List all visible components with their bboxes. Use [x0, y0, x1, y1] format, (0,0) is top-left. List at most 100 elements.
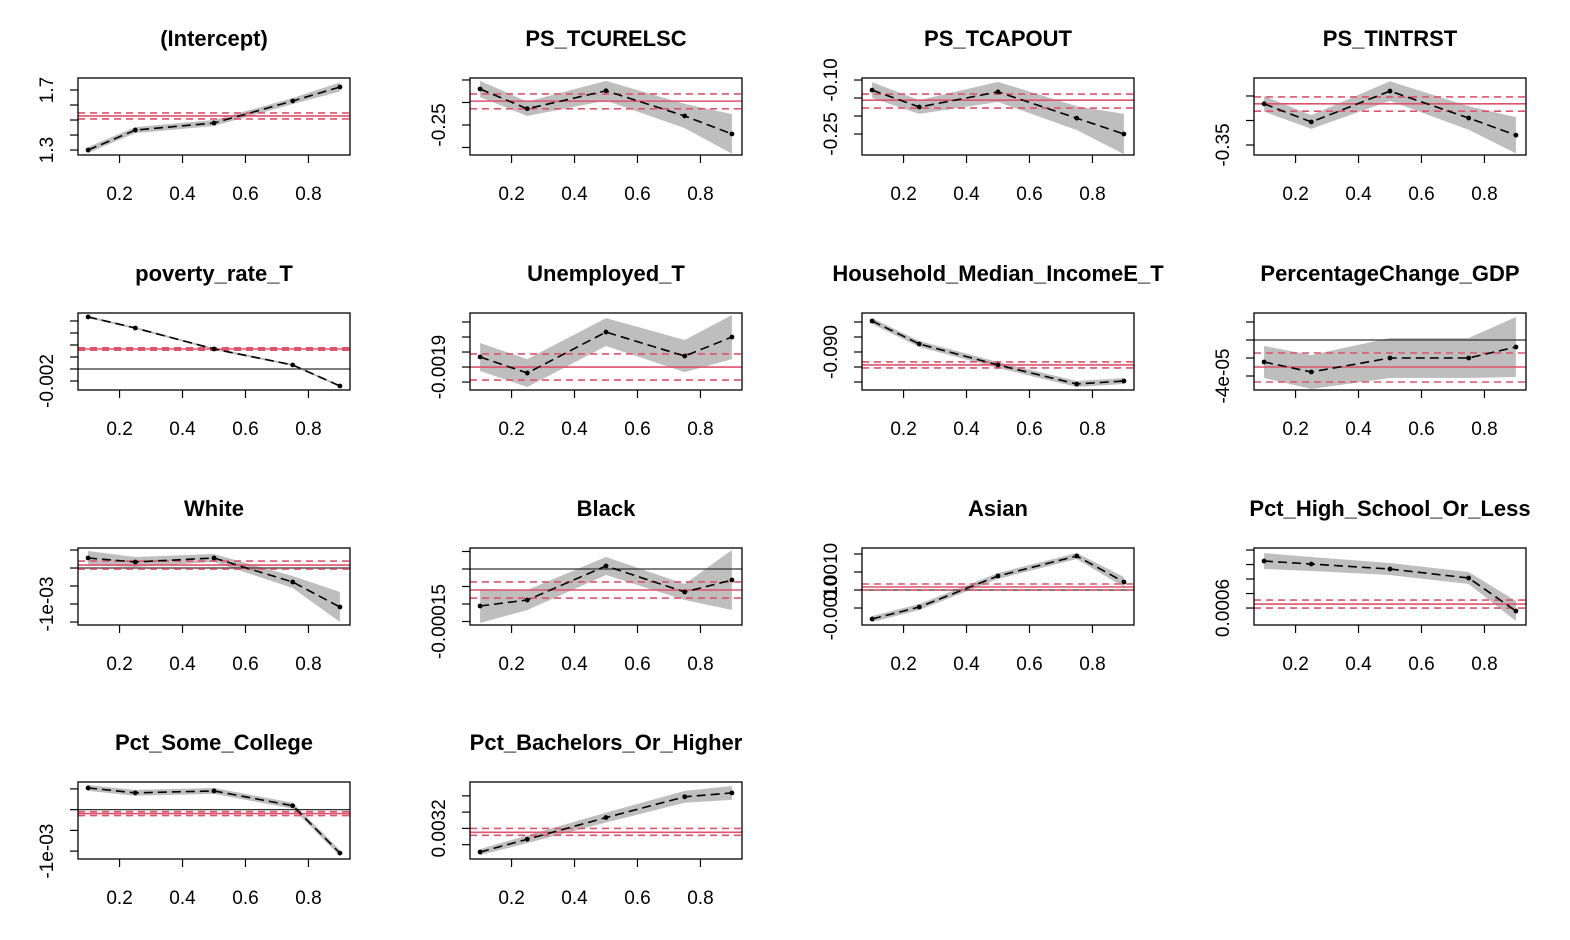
x-tick-label: 0.2 — [106, 654, 132, 675]
panel-title: poverty_rate_T — [135, 261, 293, 286]
y-tick-label: 0.0032 — [429, 799, 450, 857]
x-tick-label: 0.6 — [1016, 419, 1042, 440]
y-tick-label: -0.0019 — [429, 335, 450, 399]
quantile-point — [603, 88, 609, 94]
quantile-point — [524, 370, 530, 376]
y-tick-label: -0.35 — [1213, 123, 1234, 166]
quantile-point — [1387, 355, 1393, 361]
x-tick-label: 0.4 — [169, 654, 196, 675]
panel: (Intercept) 0.2 0.4 0.6 0.8 1.3 1.7 — [37, 26, 351, 205]
x-tick-label: 0.4 — [561, 654, 588, 675]
plot-frame — [77, 312, 351, 391]
quantile-point — [132, 127, 138, 133]
y-tick-label: -0.10 — [821, 58, 842, 101]
plot-frame — [1253, 312, 1527, 391]
quantile-point — [1387, 88, 1393, 94]
quantile-point — [85, 314, 91, 320]
quantile-point — [869, 616, 875, 622]
quantile-point — [729, 334, 735, 340]
quantile-point — [682, 794, 688, 800]
panel-title: PS_TINTRST — [1323, 26, 1458, 51]
ci-band — [480, 80, 732, 154]
quantile-point — [1074, 553, 1080, 559]
ci-band — [872, 318, 1124, 388]
x-tick-label: 0.4 — [1345, 184, 1372, 205]
quantile-point — [132, 790, 138, 796]
quantile-point — [524, 106, 530, 112]
panel: Household_Median_IncomeE_T 0.2 0.4 0.6 0.8 -0… — [821, 261, 1164, 440]
quantile-point — [869, 87, 875, 93]
quantile-point — [85, 785, 91, 791]
quantile-point — [1308, 369, 1314, 375]
y-tick-label: 0.0006 — [1213, 579, 1234, 637]
x-tick-label: 0.6 — [1408, 184, 1434, 205]
x-tick-label: 0.4 — [169, 184, 196, 205]
panel: Unemployed_T 0.2 0.4 0.6 0.8 -0.0019 — [429, 261, 743, 440]
y-tick-label: -0.00015 — [429, 584, 450, 659]
panel-title: Pct_Some_College — [115, 730, 313, 755]
y-tick-label: 0.0010 — [821, 543, 842, 601]
panel: PercentageChange_GDP 0.2 0.4 0.6 0.8 -4e-05 — [1213, 261, 1527, 440]
quantile-point — [916, 104, 922, 110]
x-tick-label: 0.2 — [106, 184, 132, 205]
x-tick-label: 0.2 — [890, 184, 916, 205]
quantile-point — [85, 147, 91, 153]
x-tick-label: 0.2 — [106, 888, 132, 909]
quantile-point — [1513, 608, 1519, 614]
panel: Pct_High_School_Or_Less 0.2 0.4 0.6 0.8 0.000… — [1213, 496, 1531, 675]
y-tick-label: 1.7 — [37, 77, 58, 103]
quantile-point — [1121, 378, 1127, 384]
quantile-line — [1263, 90, 1517, 136]
x-tick-label: 0.4 — [561, 888, 588, 909]
x-tick-label: 0.6 — [624, 419, 650, 440]
quantile-point — [132, 559, 138, 565]
quantile-point — [211, 120, 217, 126]
ci-band — [88, 315, 340, 387]
x-tick-label: 0.6 — [624, 184, 650, 205]
panel-title: White — [184, 496, 244, 521]
quantile-point — [477, 86, 483, 92]
y-tick-label: -0.002 — [37, 354, 58, 408]
panel-title: PercentageChange_GDP — [1260, 261, 1519, 286]
x-tick-label: 0.8 — [687, 888, 713, 909]
quantile-point — [85, 555, 91, 561]
quantile-point — [1308, 561, 1314, 567]
quantile-point — [524, 597, 530, 603]
x-tick-label: 0.4 — [953, 654, 980, 675]
plot-frame — [469, 77, 743, 156]
quantile-point — [337, 604, 343, 610]
quantile-point — [995, 573, 1001, 579]
quantile-point — [1466, 355, 1472, 361]
quantile-point — [1261, 101, 1267, 107]
x-tick-label: 0.8 — [687, 654, 713, 675]
ci-band — [480, 785, 732, 856]
x-tick-label: 0.4 — [169, 419, 196, 440]
quantile-point — [1074, 115, 1080, 121]
panel: Pct_Some_College 0.2 0.4 0.6 0.8 -1e-03 — [37, 730, 351, 909]
panel-title: Unemployed_T — [527, 261, 685, 286]
quantile-point — [1261, 558, 1267, 564]
y-tick-label: -0.0010 — [821, 576, 842, 640]
quantile-point — [337, 850, 343, 856]
quantile-point — [211, 788, 217, 794]
quantile-point — [729, 131, 735, 137]
panel-title: PS_TCAPOUT — [924, 26, 1072, 51]
x-tick-label: 0.8 — [1471, 419, 1497, 440]
panel: Pct_Bachelors_Or_Higher 0.2 0.4 0.6 0.8 0.003… — [429, 730, 743, 909]
quantile-point — [337, 383, 343, 389]
quantile-point — [1466, 115, 1472, 121]
panel-title: Pct_Bachelors_Or_Higher — [470, 730, 743, 755]
quantile-point — [290, 803, 296, 809]
panel-title: PS_TCURELSC — [525, 26, 686, 51]
x-tick-label: 0.8 — [295, 888, 321, 909]
x-tick-label: 0.2 — [1282, 184, 1308, 205]
plot-frame — [861, 547, 1135, 626]
x-tick-label: 0.8 — [295, 184, 321, 205]
quantile-point — [290, 362, 296, 368]
y-tick-label: -1e-03 — [37, 824, 58, 879]
quantile-point — [1308, 119, 1314, 125]
x-tick-label: 0.6 — [1016, 654, 1042, 675]
quantile-point — [211, 555, 217, 561]
ci-band — [872, 552, 1124, 623]
